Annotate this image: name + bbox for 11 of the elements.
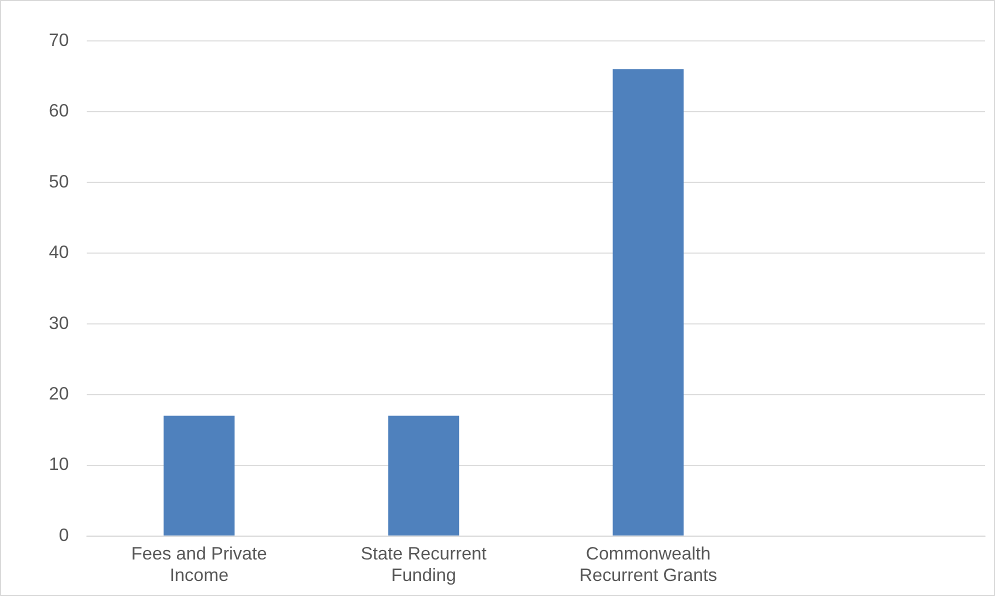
y-tick-label: 20 (48, 383, 69, 404)
y-tick-label: 50 (48, 171, 69, 192)
x-tick-label: Fees and Private Income (131, 544, 267, 586)
y-tick-label: 30 (48, 312, 69, 333)
y-tick-label: 10 (48, 454, 69, 474)
y-tick-label: 40 (48, 242, 69, 262)
y-tick-label: 70 (48, 30, 69, 50)
x-tick-label: State Recurrent Funding (360, 544, 487, 586)
x-tick-label: Commonwealth Recurrent Grants (579, 544, 718, 586)
y-tick-label: 60 (48, 100, 69, 121)
y-tick-label: 0 (58, 524, 69, 545)
